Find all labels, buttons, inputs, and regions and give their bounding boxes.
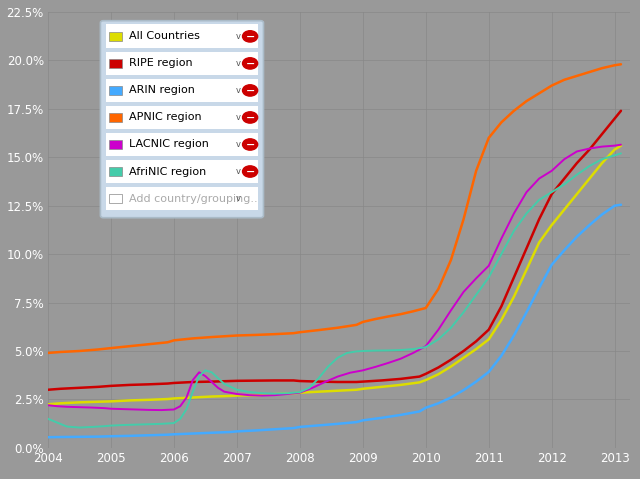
FancyBboxPatch shape	[106, 79, 259, 103]
Circle shape	[243, 31, 258, 42]
Text: v: v	[236, 59, 241, 68]
Text: v: v	[236, 140, 241, 149]
Text: −: −	[245, 139, 255, 149]
Circle shape	[243, 85, 258, 96]
Text: LACNIC region: LACNIC region	[129, 139, 209, 149]
FancyBboxPatch shape	[100, 21, 264, 218]
FancyBboxPatch shape	[106, 187, 259, 210]
Text: Add country/grouping..: Add country/grouping..	[129, 194, 257, 204]
Text: −: −	[245, 85, 255, 95]
Text: −: −	[245, 167, 255, 176]
Circle shape	[243, 166, 258, 177]
Text: v: v	[236, 86, 241, 95]
Bar	[109, 58, 122, 68]
Bar	[109, 86, 122, 95]
Text: RIPE region: RIPE region	[129, 58, 193, 68]
Bar	[109, 113, 122, 122]
FancyBboxPatch shape	[106, 52, 259, 75]
Text: −: −	[245, 32, 255, 41]
Text: All Countries: All Countries	[129, 32, 200, 41]
Text: −: −	[245, 113, 255, 123]
Bar	[109, 194, 122, 203]
Text: v: v	[236, 194, 241, 203]
FancyBboxPatch shape	[106, 133, 259, 156]
Bar	[109, 140, 122, 149]
Text: −: −	[245, 58, 255, 68]
Text: v: v	[236, 32, 241, 41]
Text: v: v	[236, 167, 241, 176]
Text: ARIN region: ARIN region	[129, 85, 195, 95]
FancyBboxPatch shape	[106, 24, 259, 48]
FancyBboxPatch shape	[106, 105, 259, 129]
Text: v: v	[236, 113, 241, 122]
Bar	[109, 32, 122, 41]
Text: AfriNIC region: AfriNIC region	[129, 167, 206, 176]
Circle shape	[243, 112, 258, 123]
Circle shape	[243, 58, 258, 69]
FancyBboxPatch shape	[106, 160, 259, 183]
Text: APNIC region: APNIC region	[129, 113, 202, 123]
Circle shape	[243, 139, 258, 150]
Bar	[109, 167, 122, 176]
